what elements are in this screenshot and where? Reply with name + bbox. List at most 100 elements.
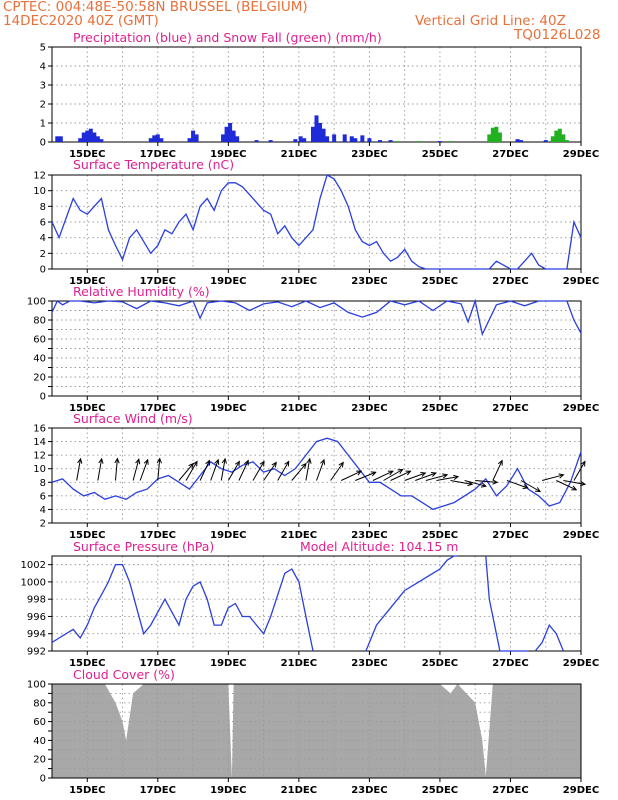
precip-bar: [310, 126, 315, 142]
cloud-x-tick-label: 25DEC: [422, 785, 458, 796]
cloud-y-tick-label: 100: [27, 680, 46, 691]
wind-arrow: [252, 461, 265, 481]
precip-bar: [550, 136, 555, 142]
wind-arrow: [450, 480, 473, 485]
wind-arrow: [199, 460, 210, 481]
press-x-tick-label: 29DEC: [563, 658, 599, 669]
cloud-x-tick-label: 17DEC: [140, 785, 176, 796]
precip-bar: [298, 136, 303, 142]
wind-arrow: [475, 480, 498, 483]
press-y-tick-label: 996: [27, 612, 46, 623]
wind-arrow-head: [480, 482, 487, 488]
precip-y-tick-label: 5: [40, 43, 46, 54]
wind-arrow-head: [320, 458, 326, 465]
wind-x-tick-label: 21DEC: [281, 530, 317, 541]
precip-bar: [519, 140, 524, 142]
precip-bar: [254, 140, 259, 142]
wind-arrow: [220, 458, 226, 481]
wind-arrow-head: [271, 461, 277, 468]
wind-arrow-head: [214, 458, 220, 465]
rh-x-tick-label: 15DEC: [69, 403, 105, 414]
temp-x-tick-label: 15DEC: [69, 276, 105, 287]
precip-bar: [92, 132, 97, 142]
temp-x-tick-label: 19DEC: [210, 276, 246, 287]
wind-x-tick-label: 15DEC: [69, 530, 105, 541]
cloud-area: [52, 684, 581, 778]
precip-y-tick-label: 3: [40, 81, 46, 92]
wind-x-tick-label: 23DEC: [351, 530, 387, 541]
wind-x-tick-label: 17DEC: [140, 530, 176, 541]
precip-bar: [159, 138, 164, 142]
precip-bar: [268, 140, 273, 142]
wind-arrow-head: [492, 479, 499, 485]
wind-x-tick-label: 25DEC: [422, 530, 458, 541]
press-frame: [51, 555, 582, 652]
press-x-tick-label: 19DEC: [210, 658, 246, 669]
wind-arrow-head: [442, 473, 449, 479]
wind-arrow-head: [284, 460, 290, 467]
wind-arrow: [291, 463, 307, 481]
rh-x-tick-label: 21DEC: [281, 403, 317, 414]
temp-y-tick-label: 4: [40, 233, 46, 244]
wind-arrow-head: [522, 484, 529, 490]
precip-bar: [395, 141, 400, 143]
precip-bar: [325, 136, 330, 142]
rh-frame: [51, 300, 582, 397]
grid-note: Vertical Grid Line: 40Z: [415, 13, 566, 29]
temp-y-tick-label: 2: [40, 249, 46, 260]
precip-bar: [155, 134, 160, 142]
rh-y-tick-label: 80: [33, 316, 46, 327]
precip-bar: [85, 130, 90, 142]
precip-bar: [332, 134, 337, 142]
precip-bar: [437, 141, 442, 143]
precip-title: Precipitation (blue) and Snow Fall (gree…: [73, 30, 382, 45]
precip-bar: [81, 132, 86, 142]
precip-bar: [191, 130, 196, 142]
wind-arrow-head: [571, 485, 578, 491]
wind-arrow-head: [156, 457, 162, 464]
rh-title: Relative Humidity (%): [73, 284, 210, 299]
wind-arrow-head: [453, 474, 460, 481]
wind-arrow-head: [259, 460, 265, 467]
wind-arrow-head: [580, 460, 586, 467]
wind-arrow: [330, 462, 344, 481]
wind-arrow-head: [338, 461, 344, 468]
wind-arrow-head: [306, 457, 312, 464]
wind-arrow-head: [221, 457, 227, 464]
wind-arrow: [404, 472, 426, 481]
precip-bar: [314, 115, 319, 142]
precip-bar: [302, 138, 307, 142]
wind-arrow-head: [387, 470, 394, 476]
wind-arrow-head: [205, 459, 210, 466]
wind-arrow-head: [580, 480, 587, 487]
wind-y-tick-label: 14: [33, 437, 46, 448]
wind-arrow: [97, 458, 103, 481]
wind-arrow-head: [98, 457, 104, 464]
wind-arrow-head: [135, 458, 141, 465]
press-x-tick-label: 15DEC: [69, 658, 105, 669]
temp-x-tick-label: 25DEC: [422, 276, 458, 287]
precip-bar: [318, 123, 323, 142]
rh-x-tick-label: 23DEC: [351, 403, 387, 414]
wind-arrow-head: [430, 471, 438, 477]
wind-title: Surface Wind (m/s): [73, 411, 193, 426]
precip-bar: [360, 135, 365, 142]
cloud-x-tick-label: 23DEC: [351, 785, 387, 796]
temp-title: Surface Temperature (nC): [73, 157, 234, 172]
precip-x-tick-label: 25DEC: [422, 149, 458, 160]
wind-y-tick-label: 10: [33, 464, 46, 475]
temp-y-tick-label: 0: [40, 265, 46, 276]
wind-arrow: [305, 458, 311, 481]
wind-y-tick-label: 2: [40, 519, 46, 530]
rh-x-tick-label: 19DEC: [210, 403, 246, 414]
precip-bar: [515, 139, 520, 142]
wind-x-tick-label: 27DEC: [492, 530, 528, 541]
press-line: [51, 563, 314, 652]
wind-y-tick-label: 8: [40, 478, 46, 489]
precip-y-tick-label: 0: [40, 138, 46, 149]
temp-frame: [51, 174, 582, 270]
press-line: [485, 555, 529, 652]
cloud-x-tick-label: 29DEC: [563, 785, 599, 796]
precip-bar: [487, 134, 492, 142]
